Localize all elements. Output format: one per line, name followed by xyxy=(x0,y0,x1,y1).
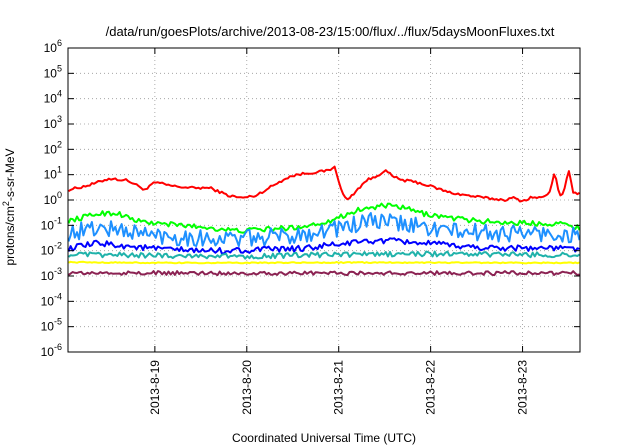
y-tick-label: 104 xyxy=(44,89,62,106)
series-line-5 xyxy=(67,250,581,260)
y-tick-exponent: 0 xyxy=(57,190,62,200)
y-tick-label: 10-1 xyxy=(41,215,62,232)
x-tick-labels: 2013-8-19 2013-8-20 2013-8-21 2013-8-22 2013… xyxy=(148,360,530,415)
y-tick-base: 10 xyxy=(44,117,58,131)
x-axis-label: Coordinated Universal Time (UTC) xyxy=(232,431,416,445)
x-tick-label: 2013-8-22 xyxy=(424,360,438,415)
y-axis-label-before: protons/cm xyxy=(3,206,17,265)
y-tick-exponent: -1 xyxy=(54,215,62,225)
y-tick-exponent: 2 xyxy=(57,139,62,149)
y-tick-label: 10-4 xyxy=(41,291,62,308)
y-tick-label: 106 xyxy=(44,38,62,55)
y-tick-exponent: -2 xyxy=(54,241,62,251)
y-tick-base: 10 xyxy=(41,345,55,359)
y-tick-exponent: 5 xyxy=(57,63,62,73)
y-axis-label: protons/cm2-s-sr-MeV xyxy=(1,148,17,265)
y-tick-base: 10 xyxy=(41,244,55,258)
y-tick-base: 10 xyxy=(44,41,58,55)
series-line-1 xyxy=(67,165,581,203)
y-tick-exponent: 1 xyxy=(57,165,62,175)
series-line-4 xyxy=(67,237,580,255)
y-tick-label: 10-6 xyxy=(41,342,62,359)
y-tick-base: 10 xyxy=(44,142,58,156)
y-tick-label: 102 xyxy=(44,139,62,156)
y-tick-exponent: 6 xyxy=(57,38,62,48)
series-line-7 xyxy=(67,270,580,277)
series-line-3 xyxy=(67,212,581,247)
y-tick-base: 10 xyxy=(41,294,55,308)
y-tick-base: 10 xyxy=(41,218,55,232)
y-tick-base: 10 xyxy=(44,168,58,182)
y-tick-exponent: 3 xyxy=(57,114,62,124)
series-line-6 xyxy=(68,260,580,265)
y-tick-base: 10 xyxy=(44,66,58,80)
x-tick-label: 2013-8-20 xyxy=(240,360,254,415)
y-tick-labels: 10-610-510-410-310-210-11001011021031041… xyxy=(41,38,62,359)
chart-title: /data/run/goesPlots/archive/2013-08-23/1… xyxy=(106,24,555,39)
x-tick-label: 2013-8-21 xyxy=(332,360,346,415)
y-tick-base: 10 xyxy=(41,269,55,283)
y-tick-label: 10-2 xyxy=(41,241,62,258)
y-tick-base: 10 xyxy=(44,193,58,207)
y-tick-label: 100 xyxy=(44,190,62,207)
y-axis-label-sup: 2 xyxy=(1,201,11,206)
x-tick-label: 2013-8-23 xyxy=(516,360,530,415)
y-axis-label-after: -s-sr-MeV xyxy=(3,148,17,201)
y-tick-exponent: -6 xyxy=(54,342,62,352)
y-tick-label: 10-5 xyxy=(41,317,62,334)
series-layer xyxy=(67,165,581,277)
y-tick-exponent: 4 xyxy=(57,89,62,99)
y-tick-exponent: -4 xyxy=(54,291,62,301)
y-tick-base: 10 xyxy=(41,320,55,334)
ticks xyxy=(68,47,580,353)
y-tick-label: 103 xyxy=(44,114,62,131)
y-tick-label: 10-3 xyxy=(41,266,62,283)
x-tick-label: 2013-8-19 xyxy=(148,360,162,415)
y-tick-label: 101 xyxy=(44,165,62,182)
series-line-2 xyxy=(67,202,581,234)
y-tick-base: 10 xyxy=(44,92,58,106)
y-tick-exponent: -3 xyxy=(54,266,62,276)
y-tick-exponent: -5 xyxy=(54,317,62,327)
y-tick-label: 105 xyxy=(44,63,62,80)
